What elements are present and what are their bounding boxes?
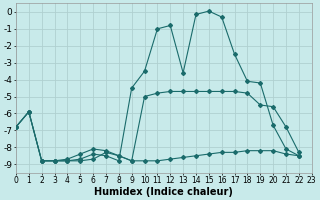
X-axis label: Humidex (Indice chaleur): Humidex (Indice chaleur) <box>94 187 233 197</box>
